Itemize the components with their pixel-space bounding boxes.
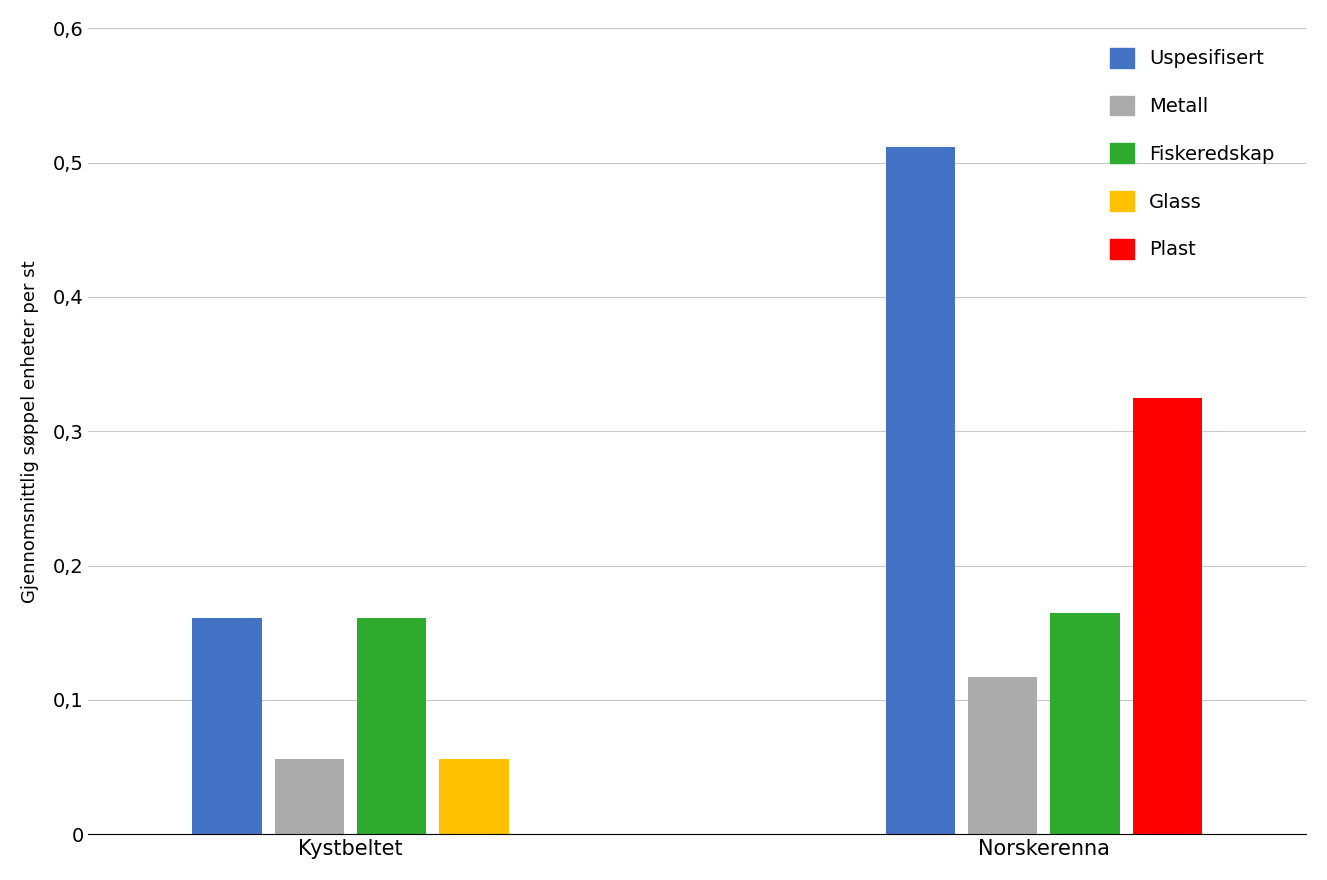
Bar bbox=[1133, 398, 1202, 834]
Bar bbox=[969, 677, 1038, 834]
Bar bbox=[275, 759, 344, 834]
Bar bbox=[886, 147, 955, 834]
Bar bbox=[1051, 612, 1120, 834]
Bar bbox=[439, 759, 508, 834]
Bar bbox=[357, 618, 426, 834]
Y-axis label: Gjennomsnittlig søppel enheter per st: Gjennomsnittlig søppel enheter per st bbox=[21, 260, 38, 603]
Legend: Uspesifisert, Metall, Fiskeredskap, Glass, Plast: Uspesifisert, Metall, Fiskeredskap, Glas… bbox=[1100, 38, 1285, 269]
Bar bbox=[192, 618, 261, 834]
